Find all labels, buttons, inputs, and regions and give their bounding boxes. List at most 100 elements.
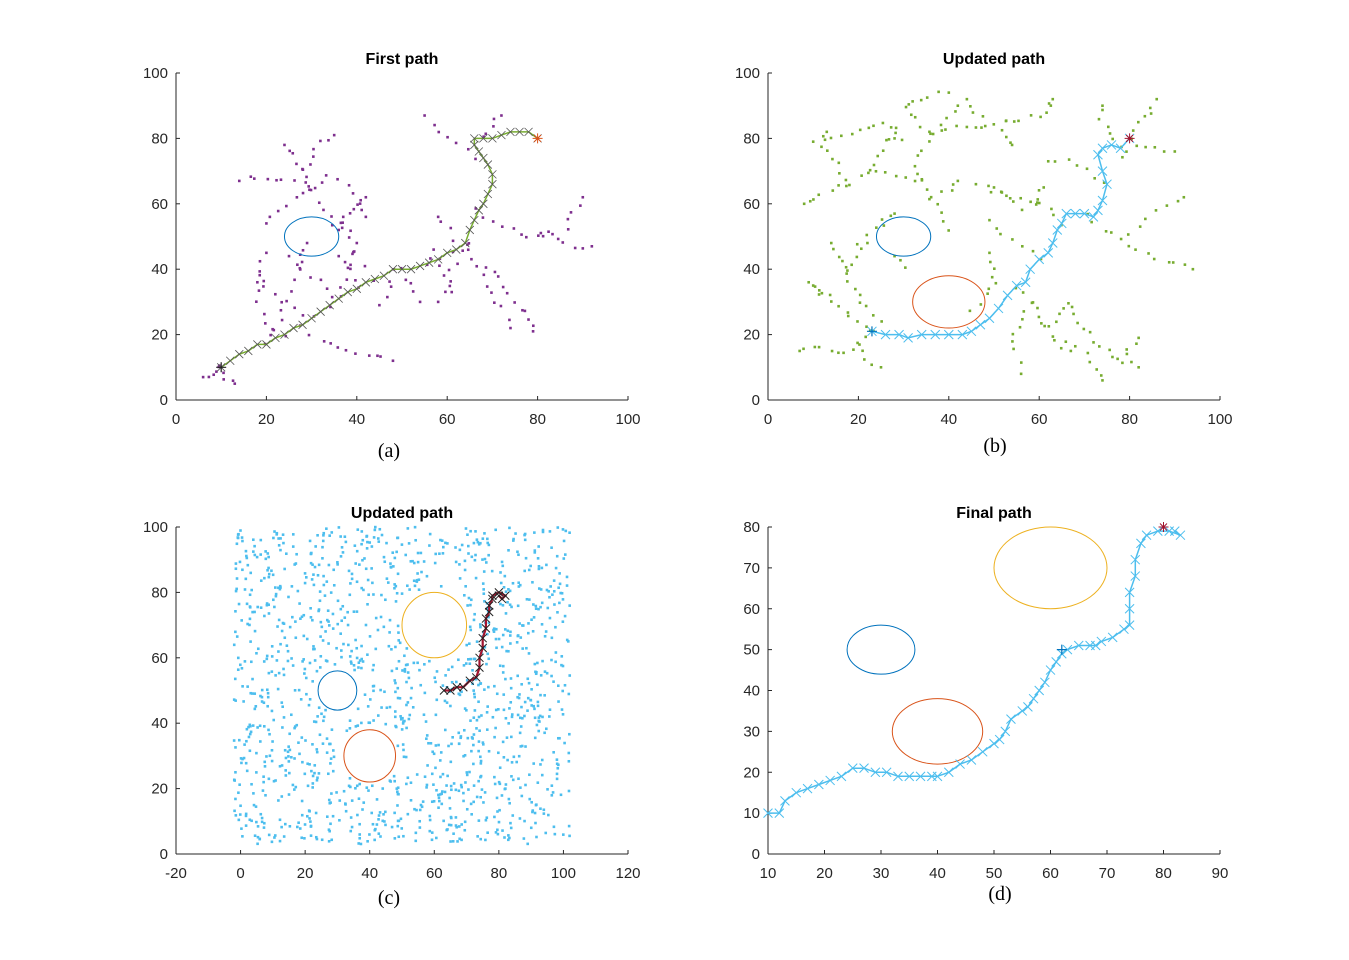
tree-node xyxy=(267,566,270,570)
tree-node xyxy=(464,584,467,588)
tree-node xyxy=(311,786,314,789)
tree-node xyxy=(392,565,395,568)
tree-node xyxy=(499,304,503,308)
tree-node xyxy=(510,713,514,716)
tree-node xyxy=(868,329,872,332)
tree-node xyxy=(234,610,237,613)
tree-node xyxy=(449,815,453,819)
tree-node xyxy=(472,716,476,720)
tree-node xyxy=(336,622,340,626)
tree-node xyxy=(493,301,496,304)
tree-node xyxy=(370,784,374,788)
tree-node xyxy=(419,683,423,687)
tree-node xyxy=(485,285,489,288)
tree-node xyxy=(865,325,868,329)
tree-node xyxy=(372,536,376,539)
tree-node xyxy=(872,163,876,167)
path-node-marker xyxy=(894,329,904,340)
tree-node xyxy=(501,633,505,637)
tree-node xyxy=(433,676,437,680)
tree-node xyxy=(396,696,400,700)
tree-node xyxy=(383,560,387,564)
tree-node xyxy=(241,539,244,543)
tree-node xyxy=(1082,327,1086,331)
tree-node xyxy=(971,111,975,114)
tree-node xyxy=(434,680,437,684)
x-tick-label: 0 xyxy=(764,411,772,428)
tree-node xyxy=(411,559,414,563)
tree-node xyxy=(322,531,326,535)
tree-node xyxy=(462,799,465,803)
tree-node xyxy=(267,671,271,675)
tree-node xyxy=(349,785,352,789)
tree-node xyxy=(329,305,332,309)
tree-node xyxy=(1069,349,1073,353)
tree-node xyxy=(483,645,487,649)
tree-node xyxy=(999,232,1002,236)
tree-node xyxy=(333,663,337,666)
tree-node xyxy=(344,540,348,544)
tree-node xyxy=(255,555,259,559)
tree-node xyxy=(559,793,563,797)
tree-node xyxy=(338,799,342,802)
tree-node xyxy=(894,126,898,130)
tree-node xyxy=(468,662,472,666)
tree-node xyxy=(829,136,833,140)
tree-node xyxy=(450,665,454,669)
tree-node xyxy=(999,190,1003,194)
path-node-marker xyxy=(488,179,497,189)
tree-node xyxy=(508,603,512,607)
y-tick-label: 20 xyxy=(743,764,760,781)
tree-node xyxy=(319,139,322,143)
path-node-marker xyxy=(966,326,977,337)
tree-node xyxy=(493,815,496,819)
tree-node xyxy=(245,602,249,606)
tree-node xyxy=(256,280,259,284)
tree-node xyxy=(526,677,530,681)
tree-node xyxy=(428,659,431,663)
tree-node xyxy=(339,286,342,289)
tree-node xyxy=(317,772,321,775)
tree-node xyxy=(562,557,566,560)
tree-node xyxy=(466,533,469,537)
tree-node xyxy=(348,212,352,215)
tree-node xyxy=(377,540,381,543)
tree-node xyxy=(280,300,283,304)
tree-node xyxy=(925,188,929,191)
tree-node xyxy=(287,793,291,796)
tree-node xyxy=(561,528,565,531)
tree-node xyxy=(339,607,343,611)
tree-node xyxy=(823,138,827,142)
tree-node xyxy=(837,161,841,165)
tree-node xyxy=(821,134,825,138)
tree-node xyxy=(558,572,561,575)
tree-node xyxy=(482,588,485,591)
tree-node xyxy=(512,539,515,542)
tree-node xyxy=(378,303,381,307)
tree-node xyxy=(331,814,335,818)
tree-node xyxy=(372,593,375,596)
tree-node xyxy=(1137,336,1140,340)
tree-node xyxy=(459,783,463,787)
chart-title: Updated path xyxy=(943,51,1045,68)
tree-node xyxy=(509,630,512,634)
tree-node xyxy=(373,528,377,532)
tree-node xyxy=(567,759,571,763)
tree-node xyxy=(418,668,421,672)
x-tick-label: 100 xyxy=(1207,411,1232,428)
tree-node xyxy=(497,708,500,711)
tree-node xyxy=(418,826,422,829)
tree-node xyxy=(254,805,258,808)
tree-node xyxy=(521,624,524,627)
tree-node xyxy=(319,620,323,624)
tree-node xyxy=(260,820,264,824)
tree-node xyxy=(520,705,523,709)
tree-node xyxy=(511,581,515,585)
tree-node xyxy=(499,571,502,574)
tree-node xyxy=(508,801,511,805)
tree-node xyxy=(505,291,509,295)
tree-node xyxy=(264,322,267,325)
tree-node xyxy=(348,776,352,780)
tree-node xyxy=(510,715,514,719)
tree-node xyxy=(955,124,958,128)
